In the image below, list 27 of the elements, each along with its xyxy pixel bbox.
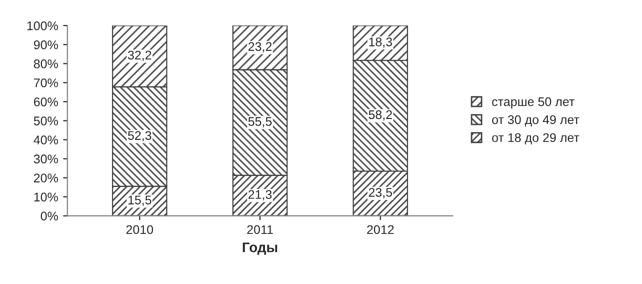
y-tick-label: 10%	[34, 192, 58, 202]
legend-label: старше 50 лет	[492, 97, 574, 109]
y-tick-label: 40%	[34, 136, 58, 144]
data-label: 52,3	[128, 131, 152, 142]
legend-label: от 30 до 49 лет	[492, 115, 580, 126]
y-tick-label: 100%	[27, 21, 58, 30]
y-tick-label: 80%	[34, 59, 58, 68]
y-tick-label: 50%	[34, 116, 58, 126]
x-tick-label: 2012	[367, 225, 394, 234]
y-tick-label: 70%	[34, 78, 58, 88]
x-axis-title: Годы	[242, 242, 278, 255]
data-label: 23,2	[248, 42, 272, 52]
data-label: 23,5	[368, 188, 392, 198]
data-label: 21,3	[248, 190, 272, 200]
y-tick-label: 30%	[34, 154, 58, 164]
data-label: 18,3	[369, 37, 392, 48]
data-label: 15,5	[128, 196, 152, 206]
y-tick-label: 0%	[40, 212, 58, 220]
x-tick-label: 2011	[247, 225, 273, 234]
y-tick-label: 20%	[34, 174, 58, 182]
x-tick-label: 2010	[126, 225, 154, 234]
y-tick-label: 90%	[34, 40, 58, 50]
data-label: 32,2	[128, 50, 152, 62]
y-tick-label: 60%	[34, 97, 58, 106]
data-label: 58,2	[368, 110, 392, 121]
legend-label: от 18 до 29 лет	[492, 133, 580, 144]
data-label: 55,5	[248, 117, 272, 128]
